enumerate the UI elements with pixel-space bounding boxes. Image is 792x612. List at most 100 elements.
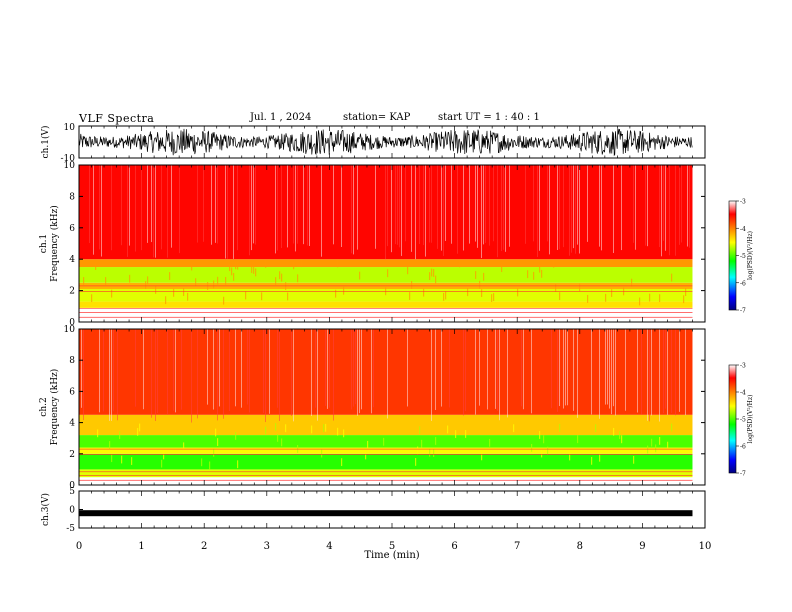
spec2-streak [499, 329, 500, 421]
spec2-streak [521, 329, 522, 407]
spec1-streak [613, 165, 614, 254]
spec1-streak [489, 165, 490, 246]
spec1-speckle [265, 259, 267, 268]
spec2-speckle [429, 448, 431, 457]
spec2-speckle [321, 449, 323, 458]
spec2-cb-label: log(PSD)(V²/Hz) [747, 395, 754, 444]
spec1-streak [689, 165, 690, 248]
spec2-streak [197, 329, 198, 419]
spec1-streak [127, 165, 128, 257]
spec2-speckle [435, 437, 437, 445]
spec1-streak [391, 165, 392, 253]
spec2-streak [315, 329, 316, 408]
spec1-speckle [479, 280, 481, 289]
spec1-speckle [293, 261, 295, 270]
spec2-band [79, 414, 693, 436]
spec1-streak [203, 165, 204, 242]
spec1-speckle [517, 288, 519, 297]
spec1-streak [217, 165, 218, 244]
spec2-speckle [633, 455, 635, 464]
spec2-speckle [465, 430, 467, 438]
spec2-speckle [539, 431, 541, 439]
spec2-speckle [341, 458, 343, 467]
spec1-streak [93, 165, 94, 255]
spec1-streak [333, 165, 334, 245]
spec1-streak [599, 165, 600, 247]
ch1-ylabel: ch.1(V) [40, 126, 51, 159]
spec1-streak [475, 165, 476, 242]
spec2-speckle [137, 428, 139, 436]
spec1-ylabel-channel: ch.1 [39, 234, 49, 253]
spec2-streak [611, 329, 612, 415]
spec2-band [79, 469, 693, 478]
spec2-streak [651, 329, 652, 416]
x-tick-label: 9 [639, 541, 645, 552]
x-tick-label: 4 [326, 541, 332, 552]
spec1-cb-tick: -4 [740, 226, 746, 233]
spec1-speckle [237, 261, 239, 270]
spec1-ytick: 4 [69, 255, 75, 265]
spec1-ytick: 10 [64, 161, 76, 171]
spec2-speckle [237, 460, 239, 469]
spec1-speckle [217, 276, 219, 285]
spec2-streak [361, 329, 362, 410]
spec2-streak [217, 329, 218, 421]
spec1-speckle [483, 272, 485, 281]
ch3-ytick: 0 [69, 506, 75, 516]
spec1-speckle [297, 274, 299, 283]
spec2-speckle [337, 427, 339, 436]
spec1-streak [587, 165, 588, 242]
spec2-speckle [285, 424, 287, 433]
spec1-streak [353, 165, 354, 255]
spec1-speckle [631, 278, 633, 287]
spec1-streak [395, 165, 396, 245]
spec2-streak [311, 329, 312, 417]
spec2-streak [679, 329, 680, 412]
spec2-streak [649, 329, 650, 422]
spec1-streak [249, 165, 250, 256]
spec1-streak [357, 165, 358, 250]
spec1-streak [497, 165, 498, 258]
ch3-ylabel: ch.3(V) [40, 493, 51, 526]
spec1-speckle [445, 291, 447, 300]
spec1-streak [141, 165, 142, 251]
spec2-streak [83, 329, 84, 421]
spec1-streak [675, 165, 676, 256]
spec1-speckle [527, 270, 529, 279]
spec2-streak [665, 329, 666, 409]
spec2-speckle [163, 451, 165, 460]
spec1-speckle [659, 294, 661, 303]
spec1-streak [647, 165, 648, 247]
spec2-speckle [481, 452, 483, 461]
spec1-streak [255, 165, 256, 245]
spec2-streak [249, 329, 250, 413]
spec1-speckle [231, 267, 233, 276]
spec2-streak [353, 329, 354, 407]
spec1-streak [505, 165, 506, 252]
spec1-streak [225, 165, 226, 259]
spec1-streak [423, 165, 424, 246]
ch3-ytick: -5 [66, 524, 75, 534]
spec1-speckle [195, 278, 197, 287]
spec2-speckle [619, 431, 621, 439]
spec2-speckle [97, 429, 99, 438]
spec1-streak [481, 165, 482, 259]
spec1-streak [275, 165, 276, 254]
spec1-streak [161, 165, 162, 250]
spec1-ytick: 0 [69, 318, 75, 328]
spec2-streak [463, 329, 464, 416]
spec2-streak [647, 329, 648, 421]
spec2-streak [327, 329, 328, 409]
spec1-streak [307, 165, 308, 246]
spec1-streak [547, 165, 548, 242]
spec1-speckle [475, 271, 477, 279]
spec2-streak [607, 329, 608, 405]
spec1-streak [99, 165, 100, 250]
spec2-streak [567, 329, 568, 406]
spec2-cb-tick: -4 [740, 390, 746, 397]
spec1-streak [659, 165, 660, 248]
spec1-streak [147, 165, 148, 243]
spec2-streak [351, 329, 352, 410]
spec1-streak [503, 165, 504, 250]
spec1-streak [151, 165, 152, 243]
